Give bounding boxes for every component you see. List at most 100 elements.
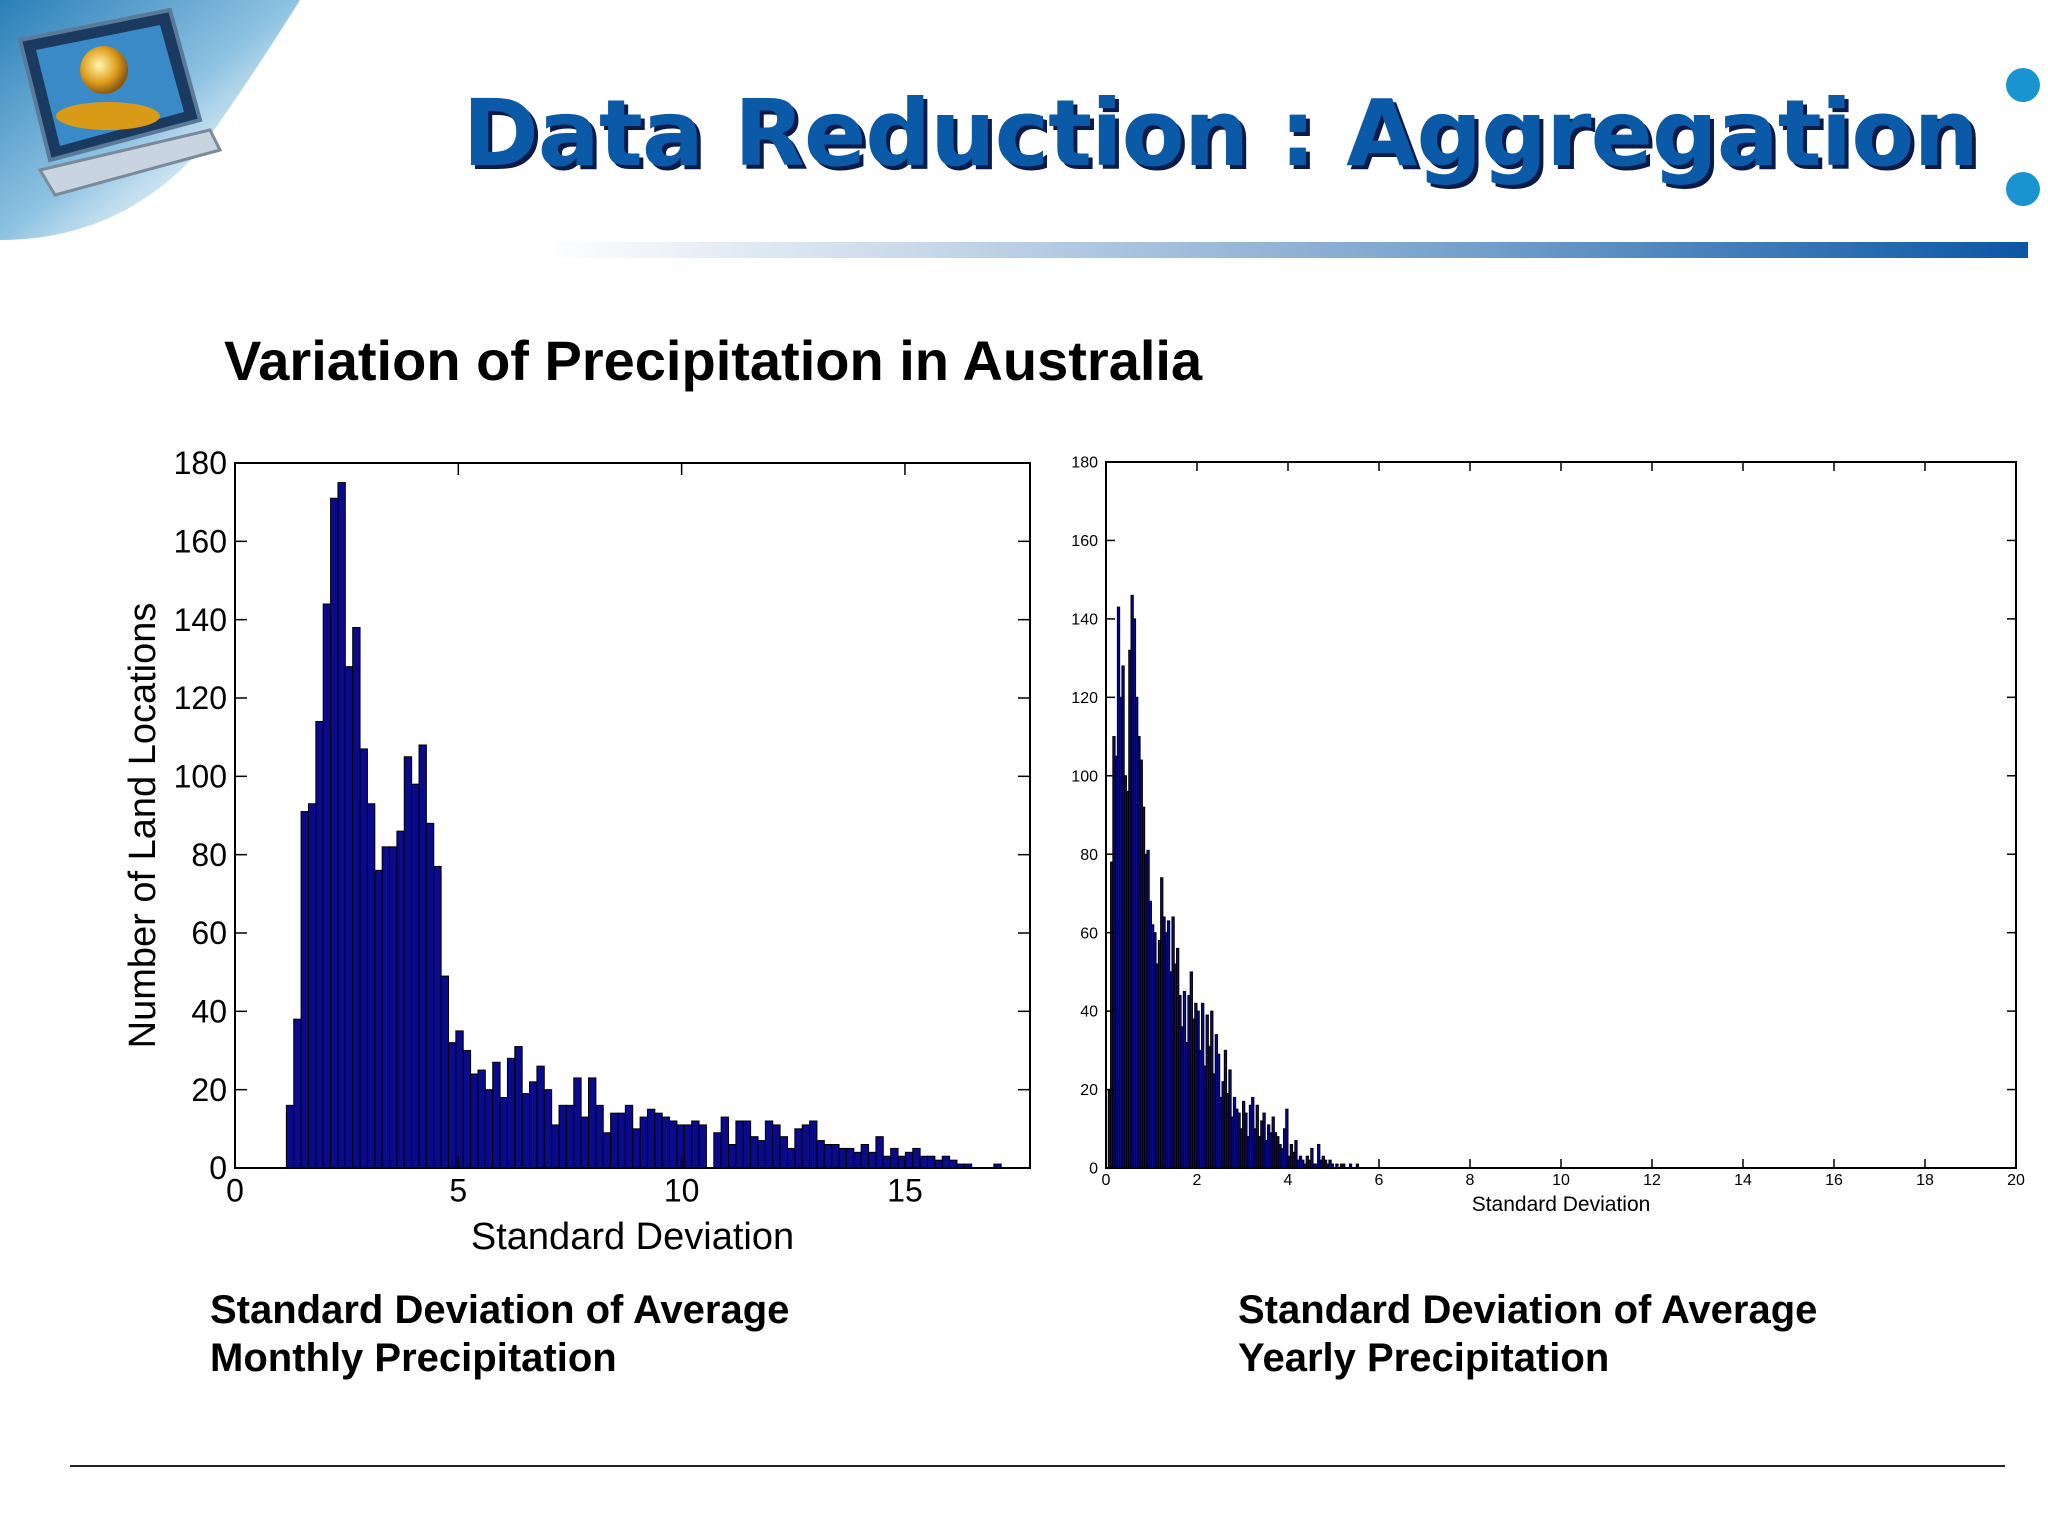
histogram-bar: [462, 1050, 472, 1169]
histogram-bar: [300, 811, 309, 1169]
y-tick-label: 60: [191, 915, 227, 951]
histogram-bar: [322, 603, 332, 1169]
histogram-bar: [403, 756, 413, 1169]
histogram-bar: [521, 1093, 531, 1169]
y-tick-label: 180: [1071, 455, 1098, 472]
histogram-bar: [477, 1069, 486, 1169]
histogram-bar: [499, 1097, 508, 1169]
y-tick-label: 140: [1071, 611, 1098, 628]
histogram-bar: [624, 1104, 634, 1169]
y-tick-label: 20: [191, 1072, 227, 1108]
histogram-bar: [484, 1089, 494, 1169]
histogram-bar: [573, 1077, 582, 1169]
histogram-bar: [418, 744, 427, 1169]
y-tick-label: 0: [209, 1150, 227, 1186]
y-axis-label: Number of Land Locations: [122, 603, 164, 1049]
y-tick-label: 160: [174, 524, 227, 560]
histogram-bar: [307, 803, 317, 1169]
y-tick-label: 60: [1080, 925, 1098, 942]
histogram-bar: [882, 1155, 892, 1169]
histogram-bar: [779, 1136, 788, 1169]
histogram-bar: [713, 1132, 722, 1169]
histogram-bar: [551, 1124, 560, 1169]
y-tick-label: 180: [174, 445, 227, 481]
histogram-bar: [919, 1155, 929, 1169]
histogram-bar: [786, 1147, 796, 1169]
chart-monthly: 0 5 10 15 0 20 40 60 80 100 120 140 160 180 Standard D…: [122, 445, 1031, 1258]
histogram-bar: [845, 1147, 855, 1169]
caption-monthly: Standard Deviation of Average Monthly Pr…: [210, 1286, 789, 1382]
histogram-bar: [352, 627, 361, 1169]
histogram-bar: [389, 846, 398, 1169]
header-gradient-rule: [540, 242, 2028, 258]
histogram-bar: [904, 1151, 914, 1169]
histogram-bar: [425, 822, 435, 1169]
x-tick-label: 0: [226, 1173, 244, 1209]
histogram-bar: [875, 1136, 884, 1169]
y-tick-label: 40: [1080, 1004, 1098, 1021]
x-tick-label: 10: [1552, 1172, 1570, 1189]
caption-monthly-line2: Monthly Precipitation: [210, 1336, 617, 1380]
histogram-bar: [853, 1151, 862, 1169]
histogram-bar: [337, 482, 346, 1169]
histogram-bar: [661, 1116, 671, 1169]
slide-title: Data Reduction : Aggregation: [462, 80, 1979, 187]
y-tick-label: 0: [1089, 1161, 1098, 1178]
histogram-bar: [646, 1108, 656, 1169]
histogram-bar: [772, 1124, 781, 1169]
histogram-bar: [536, 1065, 545, 1169]
histogram-bar: [374, 869, 383, 1169]
y-tick-label: 20: [1080, 1082, 1098, 1099]
y-tick-label: 140: [174, 602, 227, 638]
x-tick-label: 16: [1825, 1172, 1843, 1189]
histogram-bar: [823, 1144, 833, 1169]
histogram-bar: [860, 1144, 870, 1169]
histogram-bar: [949, 1159, 958, 1169]
histogram-bar: [698, 1124, 707, 1169]
histogram-bar: [595, 1104, 604, 1169]
histogram-bar: [742, 1120, 752, 1169]
computer-globe-logo: [0, 0, 300, 240]
x-tick-label: 10: [664, 1173, 700, 1209]
decorative-dot: [2006, 172, 2040, 206]
x-tick-label: 12: [1643, 1172, 1661, 1189]
histogram-bar: [455, 1030, 464, 1169]
histogram-bar: [735, 1120, 744, 1169]
histogram-bar: [617, 1112, 626, 1169]
histogram-bar: [934, 1159, 943, 1169]
histogram-bar: [580, 1116, 590, 1169]
plot-frame: [234, 462, 1031, 1169]
histogram-bar: [720, 1116, 730, 1169]
histogram-bar: [890, 1147, 899, 1169]
histogram-bar: [359, 748, 368, 1169]
y-tick-label: 120: [174, 680, 227, 716]
x-tick-label: 14: [1734, 1172, 1752, 1189]
histogram-bar: [610, 1112, 619, 1169]
footer-rule: [70, 1465, 2005, 1467]
y-tick-label: 80: [191, 837, 227, 873]
histogram-bar: [396, 830, 405, 1169]
histogram-bar: [691, 1120, 700, 1169]
y-tick-label: 80: [1080, 847, 1098, 864]
histogram-bar: [757, 1140, 766, 1169]
histogram-bar: [941, 1155, 951, 1169]
histogram-bar: [543, 1089, 553, 1169]
histogram-bar: [912, 1147, 921, 1169]
histogram-bar: [293, 1018, 302, 1169]
caption-yearly-line1: Standard Deviation of Average: [1238, 1288, 1818, 1332]
caption-monthly-line1: Standard Deviation of Average: [210, 1288, 790, 1332]
histogram-bar: [669, 1120, 678, 1169]
histogram-bar: [315, 721, 324, 1169]
x-tick-label: 6: [1375, 1172, 1384, 1189]
histogram-bar: [558, 1104, 567, 1169]
x-tick-label: 5: [449, 1173, 467, 1209]
histogram-bar: [440, 975, 449, 1169]
slide-subtitle: Variation of Precipitation in Australia: [224, 329, 1203, 392]
histogram-bar: [927, 1155, 936, 1169]
histogram-bar: [366, 803, 376, 1169]
histogram-bar: [683, 1124, 693, 1169]
histogram-bar: [801, 1124, 811, 1169]
x-tick-label: 2: [1193, 1172, 1202, 1189]
histogram-bar: [411, 783, 420, 1169]
